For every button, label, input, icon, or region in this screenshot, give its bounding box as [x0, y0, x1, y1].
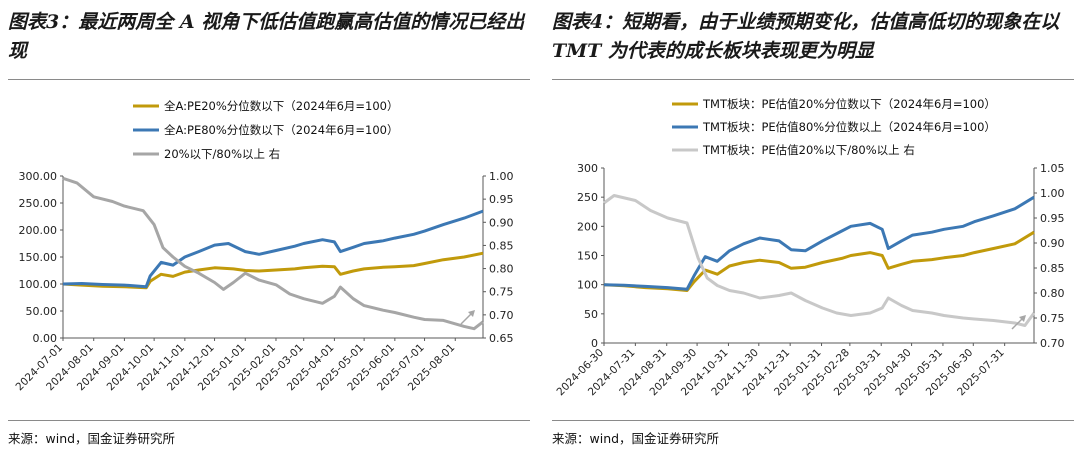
chart-title: 图表4：短期看，由于业绩预期变化，估值高低切的现象在以 TMT 为代表的成长板块…	[552, 11, 1060, 62]
y-left-tick-label: 150	[577, 250, 598, 263]
legend-label: 20%以下/80%以上 右	[164, 147, 280, 161]
y-left-tick-label: 200.00	[19, 224, 58, 237]
series-line-2	[603, 195, 1035, 291]
y-left-tick-label: 300	[577, 162, 598, 175]
y-right-tick-label: 1.00	[489, 170, 514, 183]
y-left-tick-label: 100.00	[19, 278, 58, 291]
y-left-tick-label: 200	[577, 220, 598, 233]
legend-label: TMT板块：PE估值20%分位数以下（2024年6月=100）	[702, 97, 996, 111]
y-right-tick-label: 1.00	[1040, 187, 1065, 200]
y-right-tick-label: 0.85	[489, 239, 514, 252]
y-right-tick-label: 0.65	[489, 332, 514, 345]
series-line-3	[603, 194, 1036, 327]
legend-label: 全A:PE80%分位数以下（2024年6月=100）	[164, 123, 398, 137]
legend-label: TMT板块：PE估值80%分位数以上（2024年6月=100）	[702, 120, 996, 134]
y-right-tick-label: 0.75	[1040, 312, 1065, 325]
legend-label: 全A:PE20%分位数以下（2024年6月=100）	[164, 99, 398, 113]
y-right-tick-label: 0.75	[489, 286, 514, 299]
y-right-tick-label: 0.90	[489, 216, 514, 229]
y-right-tick-label: 0.80	[1040, 287, 1065, 300]
y-right-tick-label: 0.90	[1040, 237, 1065, 250]
source-note: 来源：wind，国金证券研究所	[552, 431, 720, 446]
y-right-tick-label: 0.95	[489, 193, 514, 206]
y-right-tick-label: 0.70	[489, 309, 514, 322]
bottom-rule	[8, 420, 530, 421]
y-left-tick-label: 0.00	[33, 332, 58, 345]
y-left-tick-label: 0	[591, 337, 598, 350]
line-chart: 0.00 50.00 100.00 150.00 200.00 250.00 300.00 0…	[13, 99, 514, 393]
top-rule	[552, 79, 1074, 80]
chart-title: 图表3：最近两周全 A 视角下低估值跑赢高估值的情况已经出现	[8, 11, 525, 62]
y-right-tick-label: 0.95	[1040, 212, 1065, 225]
series-line-3	[62, 176, 484, 331]
y-left-tick-label: 250.00	[19, 197, 58, 210]
top-rule	[8, 79, 530, 80]
bottom-rule	[552, 420, 1074, 421]
arrow-head-icon	[468, 310, 475, 317]
series-line-1	[603, 230, 1035, 292]
y-right-tick-label: 0.85	[1040, 262, 1065, 275]
chart-panel-left: 图表3：最近两周全 A 视角下低估值跑赢高估值的情况已经出现 0.00 50.00…	[8, 0, 538, 460]
y-right-tick-label: 1.05	[1040, 162, 1065, 175]
y-left-tick-label: 50.00	[26, 305, 58, 318]
source-note: 来源：wind，国金证券研究所	[8, 431, 176, 446]
y-right-tick-label: 0.70	[1040, 337, 1065, 350]
chart-panel-right: 图表4：短期看，由于业绩预期变化，估值高低切的现象在以 TMT 为代表的成长板块…	[552, 0, 1080, 460]
y-left-tick-label: 250	[577, 191, 598, 204]
y-right-tick-label: 0.80	[489, 263, 514, 276]
y-left-tick-label: 300.00	[19, 170, 58, 183]
arrow-head-icon	[1019, 315, 1026, 322]
y-left-tick-label: 100	[577, 279, 598, 292]
series-line-2	[62, 209, 484, 289]
y-left-tick-label: 150.00	[19, 251, 58, 264]
line-chart: 0 50 100 150 200 250 300 0.70 0.75 0.80 0.85 0.90 0.…	[554, 97, 1065, 398]
legend-label: TMT板块：PE估值20%以下/80%以上 右	[702, 143, 915, 157]
y-left-tick-label: 50	[584, 308, 598, 321]
